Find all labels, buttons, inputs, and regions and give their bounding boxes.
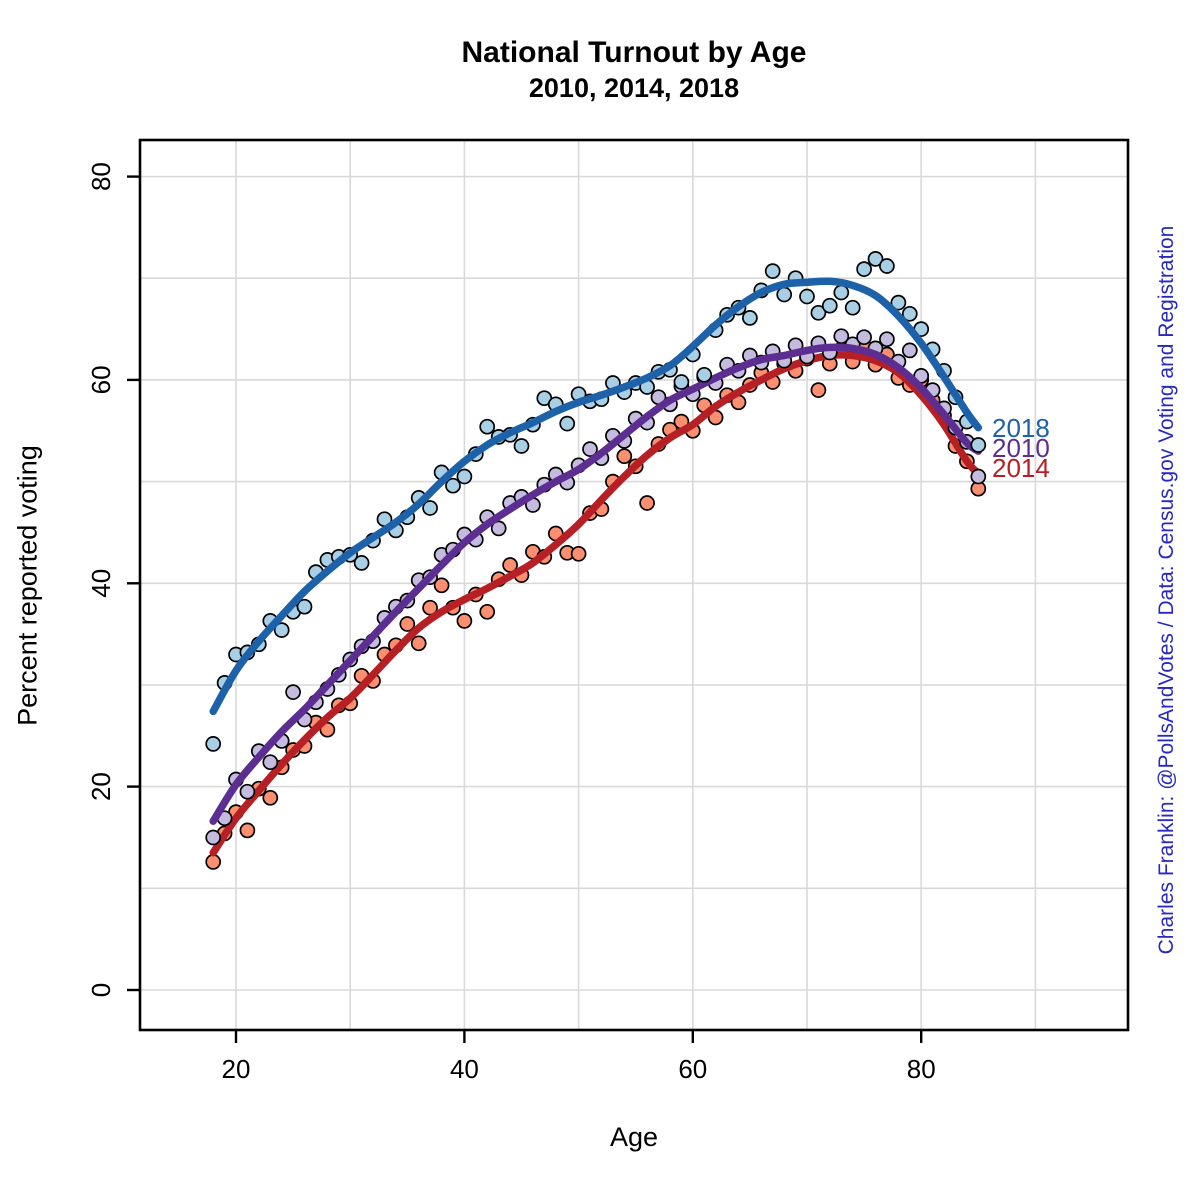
data-point-2018 bbox=[844, 299, 861, 316]
data-point-2010 bbox=[490, 520, 507, 537]
data-point-2014 bbox=[639, 495, 655, 511]
plot-border bbox=[138, 138, 1130, 1032]
data-point-2018 bbox=[810, 304, 827, 321]
x-tick-label: 80 bbox=[907, 1054, 936, 1084]
x-tick-label: 40 bbox=[450, 1054, 479, 1084]
data-point-2010 bbox=[582, 441, 598, 457]
data-point-2010 bbox=[239, 783, 256, 800]
y-tick-label: 60 bbox=[86, 365, 116, 394]
credit-caption: Charles Franklin: @PollsAndVotes / Data:… bbox=[1155, 225, 1178, 955]
data-point-2018 bbox=[867, 251, 884, 267]
y-axis-label: Percent reported voting bbox=[12, 445, 43, 726]
chart-title: National Turnout by Age bbox=[461, 36, 807, 69]
trend-line-2018 bbox=[209, 277, 983, 716]
data-point-2018 bbox=[422, 500, 438, 516]
data-point-2018 bbox=[456, 468, 473, 485]
data-point-2018 bbox=[296, 598, 313, 615]
data-point-2014 bbox=[479, 603, 496, 620]
series-label-2018: 2018 bbox=[992, 412, 1050, 443]
y-tick-label: 80 bbox=[86, 162, 116, 191]
data-point-2014 bbox=[205, 854, 222, 870]
data-point-2018 bbox=[821, 297, 838, 314]
x-tick-label: 20 bbox=[222, 1054, 251, 1084]
data-point-2010 bbox=[856, 329, 872, 346]
data-point-2014 bbox=[616, 448, 633, 465]
y-tick-label: 0 bbox=[86, 983, 116, 997]
data-point-2014 bbox=[422, 599, 438, 616]
trend-line-2014 bbox=[209, 351, 983, 857]
chart-subtitle: 2010, 2014, 2018 bbox=[528, 72, 740, 103]
x-axis-label: Age bbox=[609, 1122, 659, 1152]
data-point-2014 bbox=[319, 721, 336, 738]
x-tick-label: 60 bbox=[678, 1054, 707, 1084]
y-tick-label: 20 bbox=[86, 772, 116, 801]
data-point-2018 bbox=[513, 438, 530, 454]
data-point-2018 bbox=[445, 477, 461, 494]
data-point-2014 bbox=[239, 822, 256, 839]
data-point-2014 bbox=[810, 382, 827, 398]
data-point-2018 bbox=[776, 286, 793, 303]
data-point-2018 bbox=[696, 366, 713, 383]
title-block: National Turnout by Age 2010, 2014, 2018 bbox=[134, 34, 1134, 105]
data-point-2018 bbox=[901, 305, 918, 322]
data-point-2018 bbox=[353, 555, 370, 571]
data-point-2018 bbox=[856, 261, 872, 277]
data-point-2014 bbox=[570, 545, 587, 562]
series-label-2010: 2010 bbox=[992, 433, 1050, 463]
data-point-2010 bbox=[879, 331, 895, 348]
data-point-2018 bbox=[833, 284, 850, 301]
data-point-2018 bbox=[970, 437, 987, 453]
data-point-2010 bbox=[262, 754, 279, 771]
data-point-2010 bbox=[285, 684, 301, 700]
data-point-2018 bbox=[764, 263, 781, 279]
data-point-2010 bbox=[970, 468, 987, 485]
data-point-2010 bbox=[901, 342, 918, 359]
data-point-2018 bbox=[559, 415, 576, 432]
data-point-2014 bbox=[262, 789, 279, 806]
trend-line-2010 bbox=[209, 343, 983, 825]
data-point-2014 bbox=[399, 616, 416, 632]
data-point-2014 bbox=[456, 613, 473, 629]
data-point-2018 bbox=[799, 288, 815, 305]
data-point-2018 bbox=[479, 418, 496, 435]
data-point-2010 bbox=[205, 829, 222, 846]
data-point-2010 bbox=[833, 328, 850, 345]
data-point-2018 bbox=[742, 310, 758, 326]
data-point-2018 bbox=[273, 622, 290, 638]
data-point-2018 bbox=[205, 736, 222, 752]
data-point-2018 bbox=[879, 258, 895, 274]
data-point-2014 bbox=[433, 577, 450, 594]
data-point-2014 bbox=[410, 635, 427, 652]
data-point-2018 bbox=[673, 374, 690, 390]
data-point-2018 bbox=[890, 294, 907, 311]
y-tick-label: 40 bbox=[86, 569, 116, 598]
series-label-2014: 2014 bbox=[992, 453, 1050, 484]
